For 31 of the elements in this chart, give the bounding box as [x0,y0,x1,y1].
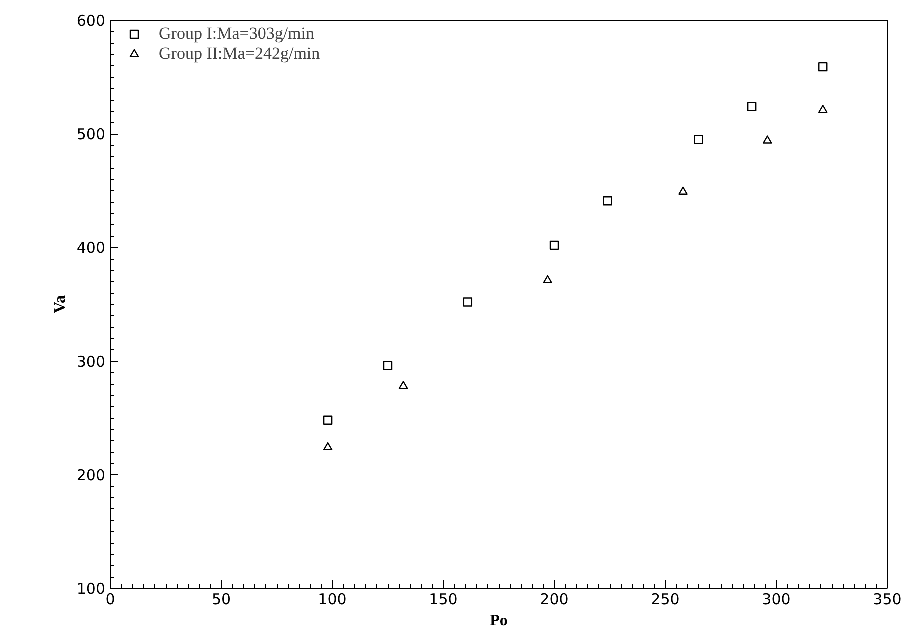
point [550,240,560,250]
x-tick-label: 0 [106,590,116,608]
point [543,275,552,284]
x-tick-label: 150 [429,590,458,608]
y-axis-title: Va [52,295,69,314]
legend-label: Group I:Ma=303g/min [159,24,314,44]
y-tick-label: 400 [76,239,106,258]
y-tick-label: 200 [76,466,106,484]
point [763,136,772,144]
legend-label: Group II:Ma=242g/min [159,44,320,64]
x-tick-label: 100 [318,590,347,608]
point [463,298,473,307]
point [398,381,408,390]
y-tick-label: 500 [76,126,106,144]
y-tick-label: 600 [76,12,106,30]
x-tick-label: 50 [212,590,232,608]
x-axis-title: Po [490,612,508,630]
x-tick-label: 300 [762,590,791,608]
point [603,196,612,206]
point [323,416,333,425]
x-tick-label: 200 [540,590,569,608]
y-tick-label: 300 [76,352,106,371]
point [678,186,688,195]
point [818,62,828,72]
x-tick-label: 350 [873,590,902,608]
point [818,105,828,114]
point [323,442,333,451]
x-tick-label: 250 [651,590,680,608]
point [383,361,393,370]
point [694,135,704,144]
point [747,102,757,112]
